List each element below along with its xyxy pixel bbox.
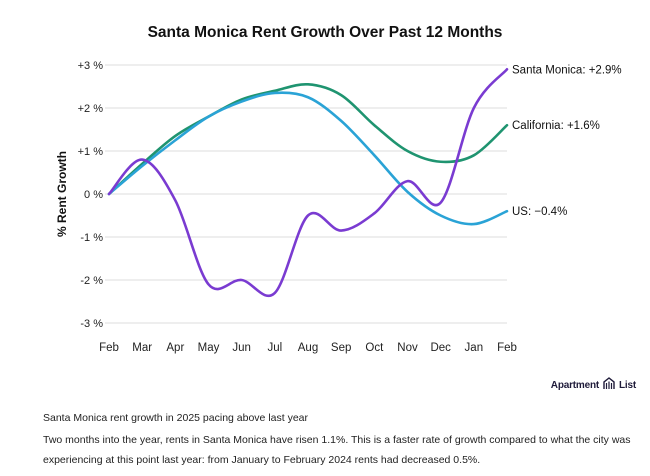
x-tick-label: Jan bbox=[465, 342, 484, 354]
chart-title: Santa Monica Rent Growth Over Past 12 Mo… bbox=[147, 24, 503, 41]
x-tick-label: Feb bbox=[99, 342, 119, 354]
caption-title: Santa Monica rent growth in 2025 pacing … bbox=[43, 412, 308, 424]
x-tick-label: Oct bbox=[365, 342, 384, 354]
x-tick-label: Mar bbox=[132, 342, 152, 354]
series-line-santa-monica bbox=[107, 68, 509, 297]
x-tick-label: Jul bbox=[267, 342, 282, 354]
x-axis-ticks: Feb Mar Apr May Jun Jul Aug Sep Oct Nov Dec Jan Feb bbox=[99, 342, 517, 354]
x-tick-label: Dec bbox=[430, 342, 451, 354]
x-tick-label: Apr bbox=[166, 342, 184, 354]
y-tick-label: -1 % bbox=[80, 232, 103, 244]
x-tick-label: May bbox=[198, 342, 220, 354]
y-axis-label: % Rent Growth bbox=[55, 151, 69, 237]
x-tick-label: Sep bbox=[331, 342, 351, 354]
y-tick-label: +1 % bbox=[78, 146, 104, 158]
caption-body: Two months into the year, rents in Santa… bbox=[43, 434, 631, 466]
y-tick-label: 0 % bbox=[84, 189, 103, 201]
y-tick-label: +2 % bbox=[78, 103, 104, 115]
end-label-california: California: +1.6% bbox=[512, 120, 600, 132]
y-tick-label: -2 % bbox=[80, 275, 103, 287]
x-tick-label: Nov bbox=[397, 342, 418, 354]
y-axis-ticks: +3 % +2 % +1 % 0 % -1 % -2 % -3 % bbox=[78, 60, 104, 330]
apartment-list-logo: Apartment List bbox=[551, 377, 636, 393]
end-label-us: US: −0.4% bbox=[512, 206, 567, 218]
series-line-california bbox=[107, 83, 509, 196]
x-tick-label: Feb bbox=[497, 342, 517, 354]
series-lines bbox=[107, 68, 509, 297]
y-tick-label: -3 % bbox=[80, 318, 103, 330]
brand-name-right: List bbox=[619, 379, 636, 391]
end-label-santa-monica: Santa Monica: +2.9% bbox=[512, 64, 622, 76]
end-labels: California: +1.6% US: −0.4% Santa Monica: … bbox=[512, 64, 622, 218]
x-tick-label: Aug bbox=[298, 342, 318, 354]
line-chart: +3 % +2 % +1 % 0 % -1 % -2 % -3 % Feb Mar Apr May… bbox=[55, 60, 622, 354]
brand-name-left: Apartment bbox=[550, 379, 600, 391]
caption: Santa Monica rent growth in 2025 pacing … bbox=[43, 412, 643, 470]
x-tick-label: Jun bbox=[232, 342, 251, 354]
gridlines bbox=[105, 64, 507, 324]
building-icon bbox=[602, 377, 616, 393]
y-tick-label: +3 % bbox=[78, 60, 104, 72]
series-line-us bbox=[107, 91, 509, 226]
